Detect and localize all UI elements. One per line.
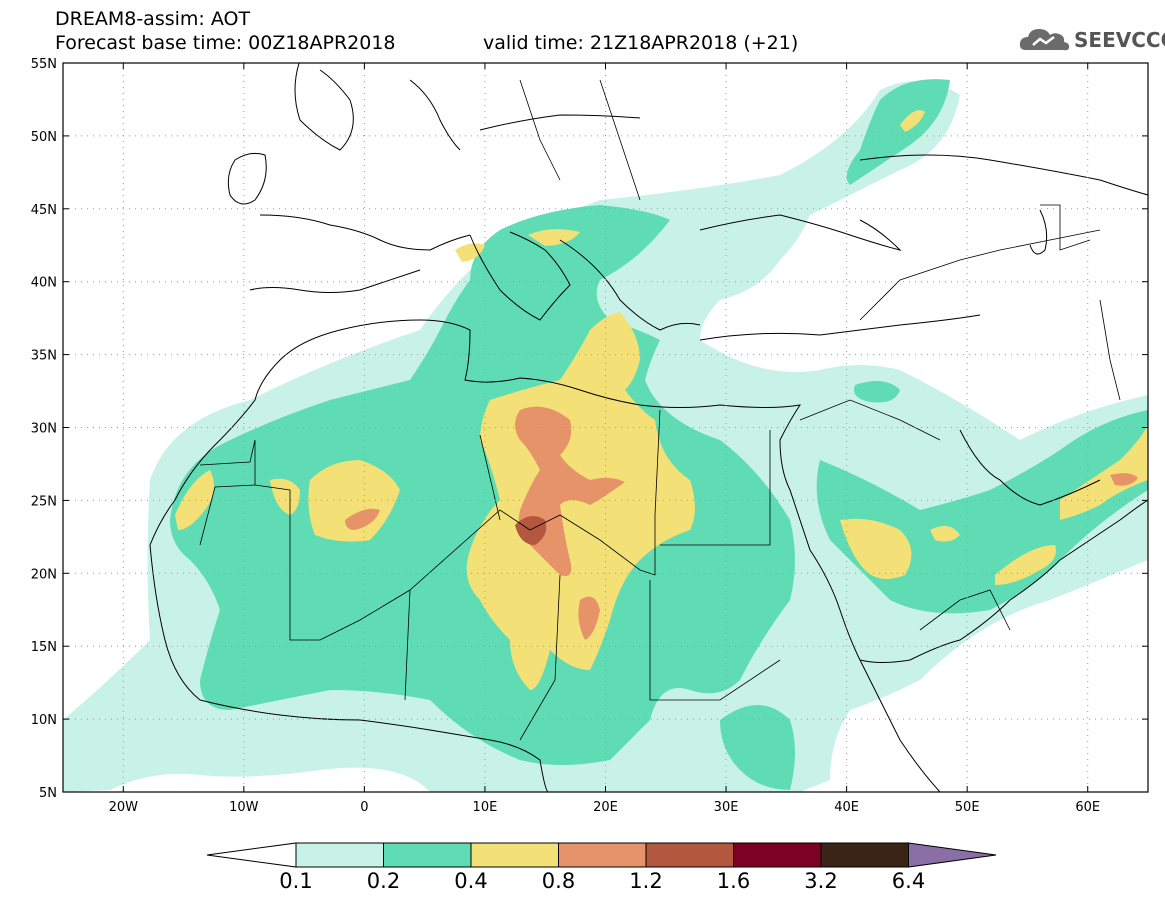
graticule-grid bbox=[63, 63, 1148, 792]
lon-label: 20E bbox=[593, 800, 618, 815]
cloud-icon bbox=[1019, 29, 1070, 51]
lat-label: 15N bbox=[31, 640, 57, 655]
lat-label: 40N bbox=[31, 276, 57, 291]
colorbar-box bbox=[645, 842, 734, 868]
colorbar-labels: 0.1 0.2 0.4 0.8 1.2 1.6 3.2 6.4 bbox=[279, 869, 925, 893]
colorbar-level-label: 0.8 bbox=[542, 869, 575, 893]
latitude-axis: 55N 50N 45N 40N 35N 30N 25N 20N 15N 10N 5N bbox=[31, 57, 1148, 801]
lon-label: 10E bbox=[473, 800, 498, 815]
colorbar-box bbox=[470, 842, 559, 868]
lon-label: 0 bbox=[360, 800, 368, 815]
colorbar-level-label: 1.2 bbox=[629, 869, 662, 893]
lat-label: 25N bbox=[31, 494, 57, 509]
colorbar-level-label: 1.6 bbox=[717, 869, 750, 893]
lat-label: 55N bbox=[31, 57, 57, 72]
aot-field-1.2 bbox=[515, 516, 547, 545]
map-title: DREAM8-assim: AOT bbox=[55, 8, 251, 30]
colorbar-level-label: 3.2 bbox=[804, 869, 837, 893]
colorbar-level-label: 0.1 bbox=[279, 869, 312, 893]
colorbar-box bbox=[733, 842, 822, 868]
coastlines bbox=[149, 63, 1148, 792]
lat-label: 20N bbox=[31, 567, 57, 582]
colorbar-level-label: 0.4 bbox=[454, 869, 487, 893]
lon-label: 10W bbox=[229, 800, 259, 815]
lon-label: 30E bbox=[714, 800, 739, 815]
colorbar-level-label: 0.2 bbox=[367, 869, 400, 893]
colorbar-boxes bbox=[206, 842, 997, 868]
colorbar-under-arrow bbox=[206, 842, 297, 868]
lon-label: 60E bbox=[1075, 800, 1100, 815]
seevccc-logo: SEEVCCC bbox=[1018, 24, 1165, 56]
lon-label: 50E bbox=[955, 800, 980, 815]
lat-label: 10N bbox=[31, 713, 57, 728]
lon-label: 20W bbox=[109, 800, 139, 815]
colorbar-level-label: 6.4 bbox=[892, 869, 925, 893]
colorbar-box bbox=[383, 842, 472, 868]
valid-time: valid time: 21Z18APR2018 (+21) bbox=[483, 32, 799, 54]
lon-label: 40E bbox=[834, 800, 859, 815]
lat-label: 5N bbox=[39, 786, 57, 801]
lat-label: 30N bbox=[31, 422, 57, 437]
colorbar-over-arrow bbox=[908, 842, 997, 868]
lat-label: 50N bbox=[31, 130, 57, 145]
longitude-axis: 20W 10W 0 10E 20E 30E 40E 50E 60E bbox=[109, 63, 1100, 815]
forecast-base-time: Forecast base time: 00Z18APR2018 bbox=[55, 32, 396, 54]
colorbar-box bbox=[295, 842, 384, 868]
colorbar-box bbox=[558, 842, 647, 868]
colorbar-box bbox=[820, 842, 909, 868]
country-borders bbox=[199, 79, 1121, 741]
logo-text: SEEVCCC bbox=[1074, 28, 1165, 52]
lat-label: 35N bbox=[31, 349, 57, 364]
lat-label: 45N bbox=[31, 203, 57, 218]
